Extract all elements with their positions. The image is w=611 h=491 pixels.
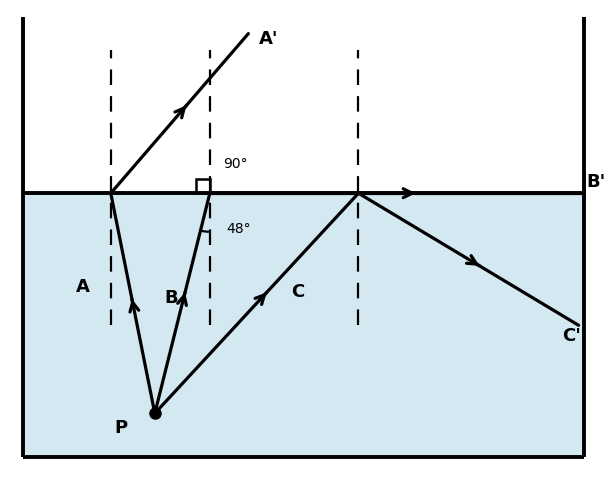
Text: A': A': [260, 30, 279, 48]
Polygon shape: [23, 193, 584, 458]
Text: 48°: 48°: [226, 222, 251, 236]
Text: A: A: [76, 278, 90, 296]
Text: 90°: 90°: [224, 157, 248, 171]
Text: C: C: [291, 283, 304, 301]
Text: P: P: [114, 419, 127, 437]
Text: B': B': [587, 173, 606, 191]
Text: B: B: [164, 289, 178, 307]
Text: C': C': [562, 327, 581, 345]
